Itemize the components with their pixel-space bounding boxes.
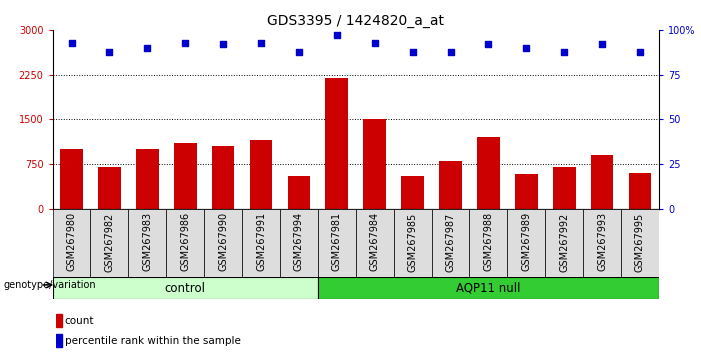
Bar [401,176,424,209]
Text: GSM267989: GSM267989 [522,212,531,272]
Bar [166,209,204,278]
Point [217,41,229,47]
Point [331,33,342,38]
Bar [204,209,242,278]
Text: GSM267980: GSM267980 [67,212,76,272]
Bar [56,334,62,347]
Bar [60,149,83,209]
Text: GSM267992: GSM267992 [559,212,569,272]
Bar [583,209,621,278]
Bar [545,209,583,278]
Text: count: count [64,316,95,326]
Bar [553,167,576,209]
Bar [90,209,128,278]
Point [521,45,532,51]
Text: GSM267981: GSM267981 [332,212,342,272]
Bar [98,167,121,209]
Bar [591,155,613,209]
Point [559,49,570,55]
Text: GSM267987: GSM267987 [446,212,456,272]
Text: GSM267988: GSM267988 [484,212,494,272]
Point [407,49,418,55]
Bar [318,277,659,299]
Text: GSM267983: GSM267983 [142,212,152,272]
Bar [325,78,348,209]
Point [483,41,494,47]
Text: GSM267984: GSM267984 [369,212,380,272]
Bar [355,209,394,278]
Text: AQP11 null: AQP11 null [456,282,521,295]
Bar [212,146,234,209]
Bar [470,209,508,278]
Bar [242,209,280,278]
Text: GSM267982: GSM267982 [104,212,114,272]
Bar [363,120,386,209]
Point [293,49,304,55]
Bar [318,209,355,278]
Text: GSM267990: GSM267990 [218,212,228,272]
Text: control: control [165,282,205,295]
Bar [394,209,432,278]
Bar [136,149,158,209]
Bar [629,173,651,209]
Point [255,40,266,45]
Text: GSM267986: GSM267986 [180,212,190,272]
Text: GSM267985: GSM267985 [407,212,418,272]
Bar [280,209,318,278]
Bar [53,277,318,299]
Point [66,40,77,45]
Point [597,41,608,47]
Text: GSM267994: GSM267994 [294,212,304,272]
Bar [621,209,659,278]
Bar [174,143,196,209]
Point [179,40,191,45]
Bar [508,209,545,278]
Text: GSM267991: GSM267991 [256,212,266,272]
Bar [128,209,166,278]
Point [634,49,646,55]
Point [369,40,381,45]
Bar [250,140,273,209]
Title: GDS3395 / 1424820_a_at: GDS3395 / 1424820_a_at [267,14,444,28]
Bar [439,161,462,209]
Bar [477,137,500,209]
Text: percentile rank within the sample: percentile rank within the sample [64,336,240,346]
Text: GSM267995: GSM267995 [635,212,645,272]
Point [104,49,115,55]
Point [142,45,153,51]
Bar [53,209,90,278]
Bar [515,174,538,209]
Point [445,49,456,55]
Bar [432,209,470,278]
Text: genotype/variation: genotype/variation [4,280,96,290]
Bar [287,176,311,209]
Bar [56,314,62,327]
Text: GSM267993: GSM267993 [597,212,607,272]
